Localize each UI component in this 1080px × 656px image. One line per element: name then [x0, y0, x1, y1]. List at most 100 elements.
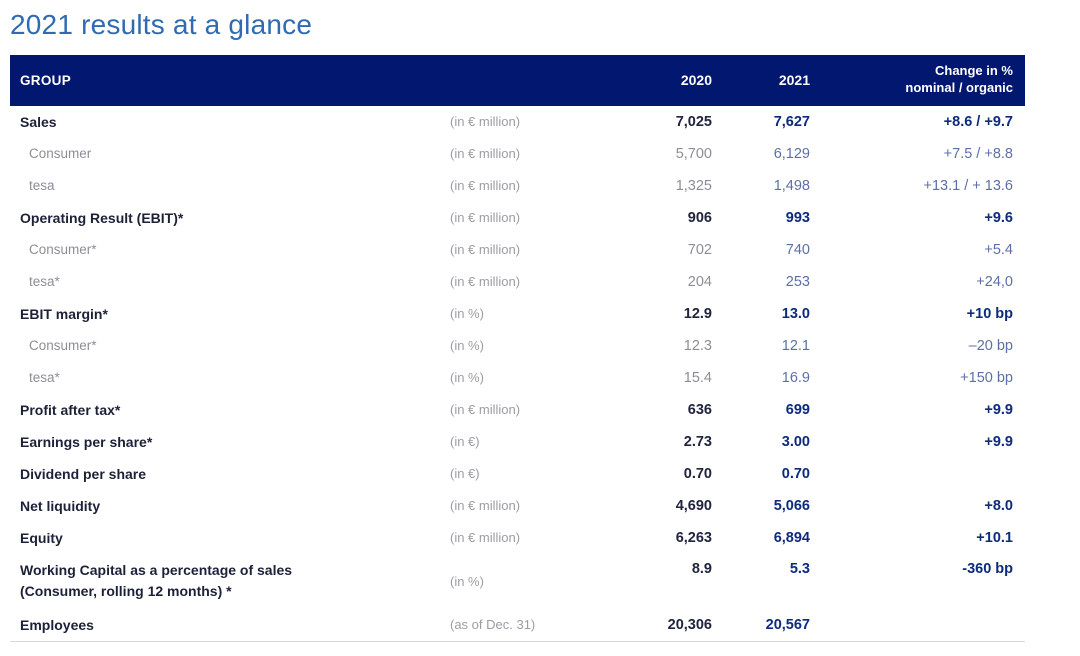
row-unit: (in %) [450, 306, 484, 322]
row-unit: (in €) [450, 466, 480, 482]
row-value-2020: 20,306 [667, 616, 712, 633]
table-row: Dividend per share (in €) 0.70 0.70 [10, 458, 1025, 490]
row-label: Sales [20, 114, 450, 130]
row-unit: (in € million) [450, 178, 521, 194]
row-label: Earnings per share* [20, 434, 450, 450]
row-label-line1: Consumer* [29, 338, 97, 354]
row-label: Consumer* [20, 338, 450, 353]
row-value-2020: 12.9 [683, 305, 712, 322]
row-label: Working Capital as a percentage of sales… [20, 560, 450, 602]
row-label: EBIT margin* [20, 306, 450, 322]
row-change: +13.1 / + 13.6 [923, 177, 1014, 194]
table-row: Consumer* (in %) 12.3 12.1 –20 bp [10, 330, 1025, 362]
row-change: -360 bp [962, 560, 1013, 577]
row-change: +7.5 / +8.8 [943, 145, 1013, 162]
table-row: Consumer (in € million) 5,700 6,129 +7.5… [10, 138, 1025, 170]
table-row: Sales (in € million) 7,025 7,627 +8.6 / … [10, 106, 1025, 138]
row-unit: (in € million) [450, 146, 521, 162]
row-unit: (in € million) [450, 114, 521, 130]
row-value-2021: 16.9 [781, 369, 810, 386]
table-body: Sales (in € million) 7,025 7,627 +8.6 / … [10, 106, 1025, 641]
row-value-2020: 1,325 [675, 177, 712, 194]
row-value-2020: 6,263 [675, 529, 712, 546]
table-row: Equity (in € million) 6,263 6,894 +10.1 [10, 522, 1025, 554]
row-label-line1: Earnings per share* [20, 433, 153, 450]
row-value-2020: 15.4 [683, 369, 712, 386]
table-row: Consumer* (in € million) 702 740 +5.4 [10, 234, 1025, 266]
table-row: Profit after tax* (in € million) 636 699… [10, 394, 1025, 426]
row-value-2021: 699 [785, 401, 810, 418]
table-row: tesa* (in %) 15.4 16.9 +150 bp [10, 362, 1025, 394]
row-value-2021: 993 [785, 209, 810, 226]
row-label: tesa [20, 178, 450, 193]
row-unit: (in € million) [450, 498, 521, 514]
row-label-line1: Operating Result (EBIT)* [20, 209, 184, 226]
row-change: +24,0 [976, 273, 1013, 290]
row-unit: (in € million) [450, 242, 521, 258]
row-value-2020: 12.3 [683, 337, 712, 354]
row-label-line1: Equity [20, 529, 63, 546]
row-label: Operating Result (EBIT)* [20, 210, 450, 226]
row-value-2021: 1,498 [773, 177, 810, 194]
row-value-2021: 0.70 [781, 465, 810, 482]
row-change: +10.1 [976, 529, 1013, 546]
row-change: +9.6 [984, 209, 1013, 226]
row-unit: (as of Dec. 31) [450, 617, 536, 633]
row-label: tesa* [20, 274, 450, 289]
row-label: Profit after tax* [20, 402, 450, 418]
row-value-2021: 5.3 [789, 560, 810, 577]
row-label-line1: Consumer [29, 146, 92, 162]
header-change-line1: Change in % [934, 63, 1013, 79]
row-unit: (in %) [450, 338, 484, 354]
row-change: +9.9 [984, 401, 1013, 418]
row-value-2020: 906 [687, 209, 712, 226]
table-row: tesa (in € million) 1,325 1,498 +13.1 / … [10, 170, 1025, 202]
header-change-line2: nominal / organic [905, 80, 1013, 96]
row-value-2020: 702 [687, 241, 712, 258]
table-header-row: GROUP 2020 2021 Change in % nominal / or… [10, 54, 1025, 106]
row-value-2021: 253 [785, 273, 810, 290]
row-label-line1: tesa* [29, 370, 60, 386]
row-value-2020: 8.9 [691, 560, 712, 577]
row-value-2021: 20,567 [765, 616, 810, 633]
row-label: Consumer* [20, 242, 450, 257]
row-value-2020: 204 [687, 273, 712, 290]
row-label-line1: Consumer* [29, 242, 97, 258]
row-label: Employees [20, 617, 450, 633]
row-label: Net liquidity [20, 498, 450, 514]
row-label-line1: EBIT margin* [20, 305, 108, 322]
row-value-2021: 7,627 [773, 113, 810, 130]
row-label-line1: Sales [20, 113, 57, 130]
header-col-2021: 2021 [778, 72, 810, 89]
table-row: Employees (as of Dec. 31) 20,306 20,567 [10, 609, 1025, 641]
table-row: Operating Result (EBIT)* (in € million) … [10, 202, 1025, 234]
row-change: +9.9 [984, 433, 1013, 450]
row-value-2021: 12.1 [781, 337, 810, 354]
row-label-line1: tesa* [29, 274, 60, 290]
row-unit: (in € million) [450, 274, 521, 290]
row-value-2021: 13.0 [781, 305, 810, 322]
row-change: –20 bp [968, 337, 1013, 354]
row-value-2021: 6,129 [773, 145, 810, 162]
row-value-2021: 6,894 [773, 529, 810, 546]
row-value-2020: 636 [687, 401, 712, 418]
row-value-2020: 4,690 [675, 497, 712, 514]
results-table: GROUP 2020 2021 Change in % nominal / or… [10, 54, 1025, 642]
table-row: Net liquidity (in € million) 4,690 5,066… [10, 490, 1025, 522]
row-value-2020: 7,025 [675, 113, 712, 130]
row-label-line1: Working Capital as a percentage of sales [20, 562, 293, 579]
row-label-line1: Net liquidity [20, 497, 101, 514]
row-label: tesa* [20, 370, 450, 385]
header-col-change: Change in % nominal / organic [810, 63, 1013, 97]
row-value-2020: 2.73 [683, 433, 712, 450]
table-row: Working Capital as a percentage of sales… [10, 554, 1025, 609]
row-value-2020: 5,700 [675, 145, 712, 162]
row-label-line1: tesa [29, 178, 55, 194]
row-change: +5.4 [984, 241, 1013, 258]
row-change: +8.0 [984, 497, 1013, 514]
row-label: Dividend per share [20, 466, 450, 482]
table-row: Earnings per share* (in €) 2.73 3.00 +9.… [10, 426, 1025, 458]
row-change: +150 bp [960, 369, 1013, 386]
row-unit: (in € million) [450, 210, 521, 226]
row-label-line1: Dividend per share [20, 465, 147, 482]
